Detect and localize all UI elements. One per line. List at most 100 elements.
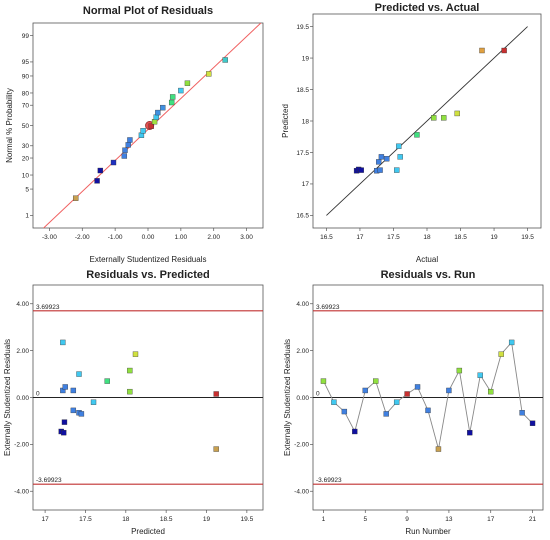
data-point xyxy=(477,372,483,378)
chart-title: Residuals vs. Run xyxy=(381,269,476,281)
chart-panel-p2: Predicted vs. Actual 16.5 17 17.5 18 18.5 19 19… xyxy=(281,2,542,264)
y-tick-label: 17 xyxy=(302,181,310,188)
data-point xyxy=(155,109,161,116)
x-tick-label: 13 xyxy=(445,516,453,523)
data-point xyxy=(213,391,219,397)
data-point xyxy=(414,384,421,390)
data-point xyxy=(125,142,131,148)
data-point xyxy=(397,154,403,160)
data-point xyxy=(140,128,146,134)
x-tick-label: -1.00 xyxy=(108,234,123,241)
x-tick-label: 5 xyxy=(363,516,367,523)
data-point xyxy=(454,110,460,117)
x-tick-label: 19 xyxy=(490,234,498,241)
y-tick-label: 17.5 xyxy=(296,150,309,157)
data-point xyxy=(425,407,431,414)
data-point xyxy=(377,167,383,173)
x-axis-label: Externally Studentized Residuals xyxy=(90,255,207,264)
plot-content xyxy=(42,23,262,228)
y-tick-label: -2.00 xyxy=(14,442,29,449)
y-tick-label: 0.00 xyxy=(296,395,309,402)
x-tick-label: 17.5 xyxy=(387,234,400,241)
x-tick-label: 18.5 xyxy=(160,516,173,523)
y-tick-label: 4.00 xyxy=(16,301,29,308)
data-point xyxy=(488,388,494,395)
chart-panel-p1: Normal Plot of Residuals -3.00 -2.00 -1.00 0… xyxy=(5,5,264,264)
data-point xyxy=(97,167,104,174)
data-point xyxy=(341,408,348,415)
data-point xyxy=(373,378,379,384)
identity-line xyxy=(326,26,528,216)
x-tick-label: 1 xyxy=(322,516,326,523)
data-point xyxy=(384,156,390,162)
y-tick-label: -2.00 xyxy=(294,442,309,449)
y-tick-label: 20 xyxy=(22,155,30,162)
y-tick-label: 95 xyxy=(22,59,30,66)
x-axis-label: Run Number xyxy=(405,527,451,536)
y-tick-label: 0.00 xyxy=(16,395,29,402)
x-tick-label: 19.5 xyxy=(241,516,254,523)
x-tick-label: 19 xyxy=(203,516,211,523)
data-point xyxy=(169,94,176,100)
data-point xyxy=(320,378,327,384)
data-point xyxy=(383,411,389,417)
y-tick-label: 16.5 xyxy=(296,213,309,220)
data-point xyxy=(153,114,159,120)
data-point xyxy=(479,47,485,54)
chart-title: Predicted vs. Actual xyxy=(375,2,480,14)
data-point xyxy=(362,387,368,394)
data-point xyxy=(508,339,515,346)
y-tick-label: 10 xyxy=(22,172,30,179)
data-point xyxy=(127,388,133,395)
x-tick-label: 16.5 xyxy=(320,234,333,241)
data-point xyxy=(376,159,382,165)
y-tick-label: 30 xyxy=(22,143,30,150)
data-point xyxy=(378,154,385,160)
data-point xyxy=(127,137,133,143)
y-tick-label: 99 xyxy=(22,33,30,40)
data-point xyxy=(352,428,358,435)
y-tick-label: -4.00 xyxy=(14,489,29,496)
data-point xyxy=(519,410,525,416)
data-point xyxy=(529,420,536,426)
y-tick-label: 50 xyxy=(22,123,30,130)
y-tick-label: 1 xyxy=(25,213,29,220)
data-point xyxy=(70,407,77,414)
x-tick-label: 18.5 xyxy=(454,234,467,241)
x-tick-label: 18 xyxy=(423,234,431,241)
y-tick-label: 19 xyxy=(302,55,310,62)
x-tick-label: 17 xyxy=(356,234,364,241)
reference-line-label: -3.69923 xyxy=(316,477,342,484)
data-point xyxy=(467,429,473,436)
data-point xyxy=(501,47,507,54)
data-point xyxy=(90,399,97,405)
x-tick-label: -2.00 xyxy=(75,234,90,241)
y-axis-label: Predicted xyxy=(281,104,290,138)
chart-panel-p4: Residuals vs. Run 1 5 9 13 17 21 -4.00 -2.00 0.00… xyxy=(283,269,544,536)
y-tick-label: 18.5 xyxy=(296,87,309,94)
data-point xyxy=(110,159,117,166)
y-tick-label: -4.00 xyxy=(294,489,309,496)
y-tick-label: 2.00 xyxy=(16,348,29,355)
data-point xyxy=(160,104,166,111)
y-tick-label: 70 xyxy=(22,103,30,110)
chart-title: Residuals vs. Predicted xyxy=(86,269,210,281)
chart-panel-p3: Residuals vs. Predicted 17 17.5 18 18.5 19 19.… xyxy=(3,269,264,536)
y-axis-label: Externally Studentized Residuals xyxy=(3,339,12,456)
data-point xyxy=(62,384,68,390)
y-tick-label: 2.00 xyxy=(296,348,309,355)
data-point xyxy=(331,399,337,405)
data-point xyxy=(121,153,128,159)
data-point xyxy=(122,147,128,153)
y-tick-label: 90 xyxy=(22,73,30,80)
data-point xyxy=(456,367,463,374)
data-point xyxy=(61,419,68,425)
reference-line-label: 0 xyxy=(316,391,320,398)
data-point xyxy=(206,71,212,77)
x-tick-label: 9 xyxy=(405,516,409,523)
data-point xyxy=(222,57,228,63)
data-point xyxy=(213,446,219,452)
data-point xyxy=(431,115,437,121)
y-axis-label: Externally Studentized Residuals xyxy=(283,339,292,456)
